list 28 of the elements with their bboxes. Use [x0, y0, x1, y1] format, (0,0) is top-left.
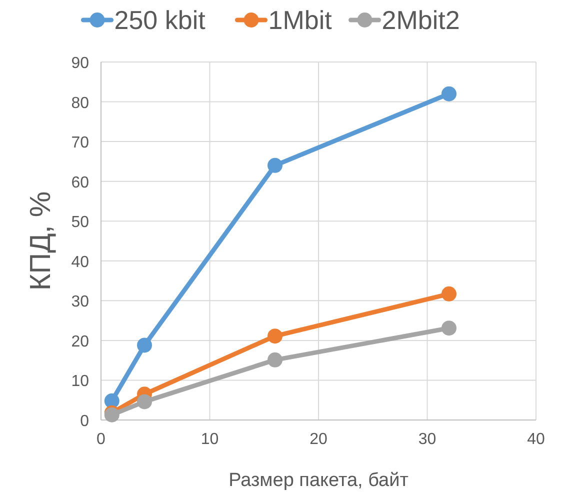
x-tick-label: 10: [200, 431, 219, 448]
y-tick-label: 70: [71, 134, 90, 152]
x-tick-label: 20: [310, 431, 328, 448]
point: [268, 352, 282, 368]
point: [137, 338, 152, 353]
legend-label: 2Mbit2: [382, 5, 460, 35]
x-axis-title: Размер пакета, байт: [228, 470, 409, 491]
point: [442, 86, 456, 102]
x-tick-label: 0: [96, 431, 106, 448]
legend-label: 250 kbit: [114, 5, 206, 35]
point: [442, 320, 456, 336]
y-tick-label: 50: [71, 214, 90, 232]
y-axis-title: КПД, %: [25, 191, 57, 291]
point: [137, 394, 152, 410]
y-tick-label: 0: [80, 413, 90, 430]
y-tick-label: 40: [71, 254, 90, 271]
legend-label: 1Mbit: [268, 5, 333, 35]
y-tick-label: 60: [71, 174, 90, 192]
x-tick-label: 40: [527, 431, 545, 448]
y-tick-label: 80: [71, 94, 90, 112]
point: [442, 286, 456, 302]
y-tick-label: 10: [71, 373, 90, 390]
point: [268, 158, 282, 173]
x-tick-label: 30: [418, 431, 436, 448]
point: [268, 328, 282, 344]
y-tick-label: 20: [71, 333, 90, 350]
y-tick-label: 30: [71, 294, 90, 311]
y-tick-label: 90: [71, 55, 90, 72]
